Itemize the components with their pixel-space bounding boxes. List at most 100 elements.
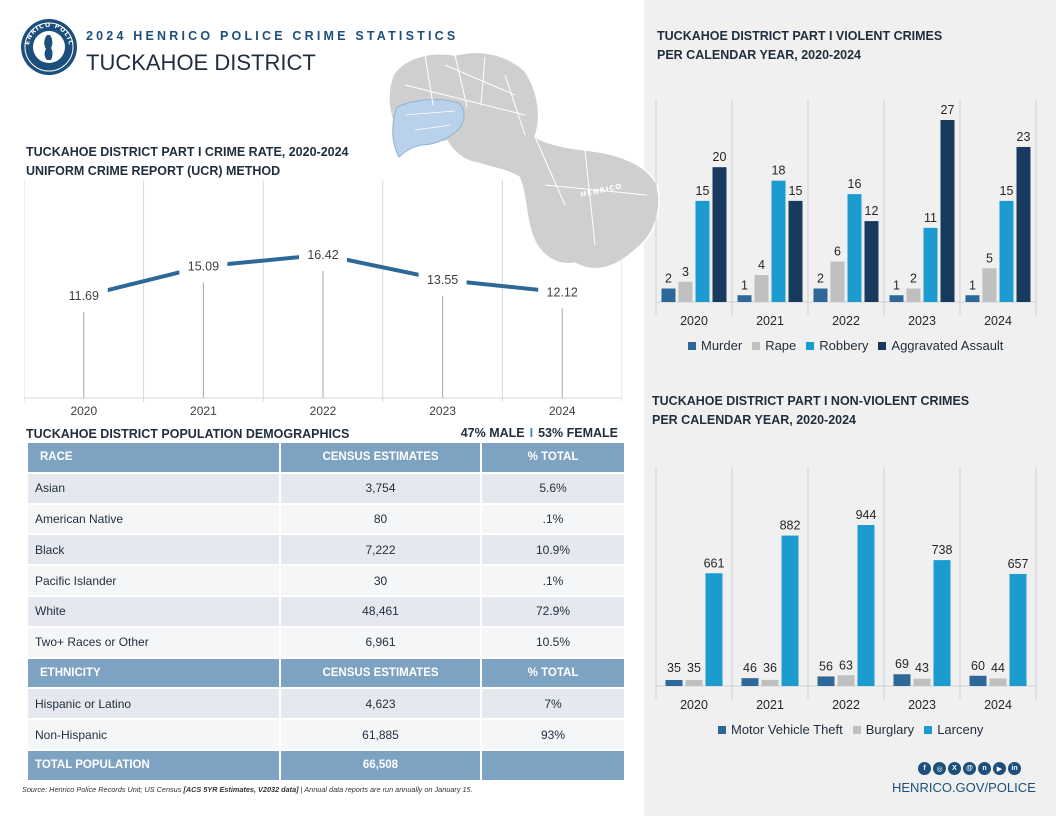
bar-motor-vehicle-theft [741, 678, 759, 686]
bar-value-label: 43 [915, 661, 929, 675]
nonviolent-crimes-bar-chart: 35 35 661 2020 46 36 882 2021 56 63 944 2022 69 43 738… [655, 467, 1037, 712]
bar-value-label: 661 [704, 556, 725, 570]
instagram-icon[interactable]: ◎ [933, 762, 946, 775]
total-population-percent [480, 748, 626, 782]
x-tick-label: 2024 [984, 698, 1012, 712]
table-row: Non-Hispanic 61,885 93% [26, 718, 626, 751]
bar-motor-vehicle-theft [893, 674, 911, 686]
race-header-estimates: CENSUS ESTIMATES [279, 441, 482, 474]
bar-value-label: 11 [924, 211, 937, 225]
nextdoor-icon[interactable]: n [978, 762, 991, 775]
legend-item-rape: Rape [752, 338, 796, 353]
bar-value-label: 738 [932, 543, 953, 557]
table-row: Pacific Islander 30 .1% [26, 564, 626, 597]
data-label-bg [59, 288, 108, 305]
x-tick-label: 2022 [832, 314, 860, 328]
bar-motor-vehicle-theft [817, 676, 835, 686]
bar-aggravated-assault [712, 167, 727, 302]
legend-item-murder: Murder [688, 338, 742, 353]
youtube-icon[interactable]: ▶ [993, 762, 1006, 775]
demographics-title: TUCKAHOE DISTRICT POPULATION DEMOGRAPHIC… [26, 427, 350, 441]
legend-swatch [752, 341, 761, 350]
data-label-bg [299, 246, 347, 263]
legend-swatch [688, 341, 696, 350]
ethnicity-header-row: ETHNICITY CENSUS ESTIMATES % TOTAL [26, 656, 626, 690]
bar-value-label: 44 [991, 661, 1005, 675]
bar-value-label: 35 [667, 661, 681, 675]
bar-value-label: 12 [865, 204, 879, 218]
bar-larceny [857, 525, 875, 686]
bar-value-label: 1 [893, 278, 900, 292]
legend-label: Robbery [819, 338, 869, 353]
bar-motor-vehicle-theft [969, 675, 987, 686]
x-tick-label: 2020 [70, 404, 97, 418]
bar-robbery [695, 200, 710, 302]
ethnicity-header-estimates: CENSUS ESTIMATES [279, 656, 482, 690]
bar-motor-vehicle-theft [665, 680, 683, 686]
legend-item-burglary: Burglary [852, 722, 914, 737]
bar-burglary [837, 675, 855, 686]
bar-robbery [847, 194, 862, 302]
bar-value-label: 1 [969, 278, 976, 292]
bar-aggravated-assault [788, 200, 803, 302]
x-tick-label: 2023 [429, 404, 456, 418]
bar-rape [906, 288, 921, 302]
total-population-label: TOTAL POPULATION [26, 748, 281, 782]
threads-icon[interactable]: @ [963, 762, 976, 775]
bar-larceny [705, 573, 723, 686]
bar-value-label: 56 [819, 659, 833, 673]
bar-value-label: 2 [910, 272, 917, 286]
x-tick-label: 2020 [680, 314, 708, 328]
legend-item-aggravated-assault: Aggravated Assault [878, 338, 1003, 353]
bar-value-label: 4 [758, 258, 765, 272]
bar-larceny [781, 535, 799, 686]
bar-value-label: 3 [682, 265, 689, 279]
bar-aggravated-assault [864, 221, 879, 302]
data-label-bg [538, 284, 587, 301]
bar-aggravated-assault [1016, 146, 1031, 302]
bar-value-label: 944 [856, 508, 877, 522]
source-note: Source: Henrico Police Records Unit; US … [22, 785, 473, 794]
nonviolent-chart-title: TUCKAHOE DISTRICT PART I NON-VIOLENT CRI… [652, 394, 970, 427]
data-label-bg [418, 271, 467, 288]
male-percent: 47% MALE [460, 426, 525, 440]
female-percent: 53% FEMALE [538, 426, 618, 440]
legend-item-larceny: Larceny [924, 722, 983, 737]
rate-chart-title: TUCKAHOE DISTRICT PART I CRIME RATE, 202… [26, 145, 349, 178]
table-row: Two+ Races or Other 6,961 10.5% [26, 625, 626, 659]
total-population-row: TOTAL POPULATION 66,508 [26, 748, 626, 782]
bar-value-label: 1 [741, 278, 748, 292]
bar-value-label: 5 [986, 251, 993, 265]
linkedin-icon[interactable]: in [1008, 762, 1021, 775]
bar-murder [813, 288, 828, 302]
bar-murder [661, 288, 676, 302]
legend-swatch [718, 725, 726, 734]
bar-value-label: 23 [1017, 130, 1031, 144]
legend-item-motor-vehicle-theft: Motor Vehicle Theft [718, 722, 843, 737]
legend-label: Aggravated Assault [891, 338, 1004, 353]
ethnicity-header-total: % TOTAL [480, 656, 626, 690]
x-icon[interactable]: X [948, 762, 961, 775]
bar-value-label: 2 [665, 272, 672, 286]
crime-rate-value-label: 16.42 [307, 248, 338, 262]
bar-value-label: 882 [780, 519, 801, 533]
legend-label: Motor Vehicle Theft [731, 722, 843, 737]
x-tick-label: 2022 [310, 404, 337, 418]
race-header-label: RACE [26, 441, 281, 474]
table-row: White 48,461 72.9% [26, 594, 626, 628]
website-link[interactable]: HENRICO.GOV/POLICE [892, 780, 1036, 795]
race-header-row: RACE CENSUS ESTIMATES % TOTAL [26, 441, 626, 474]
facebook-icon[interactable]: f [918, 762, 931, 775]
bar-murder [889, 295, 904, 302]
legend-label: Larceny [937, 722, 984, 737]
bar-value-label: 657 [1008, 557, 1029, 571]
crime-rate-value-label: 13.55 [427, 273, 458, 287]
bar-larceny [1009, 573, 1027, 686]
bar-robbery [771, 180, 786, 302]
bar-value-label: 35 [687, 661, 701, 675]
violent-chart-legend: Murder Rape Robbery Aggravated Assault [688, 338, 1003, 353]
bar-burglary [761, 679, 779, 686]
legend-swatch [852, 725, 861, 734]
table-row: Asian 3,754 5.6% [26, 471, 626, 505]
